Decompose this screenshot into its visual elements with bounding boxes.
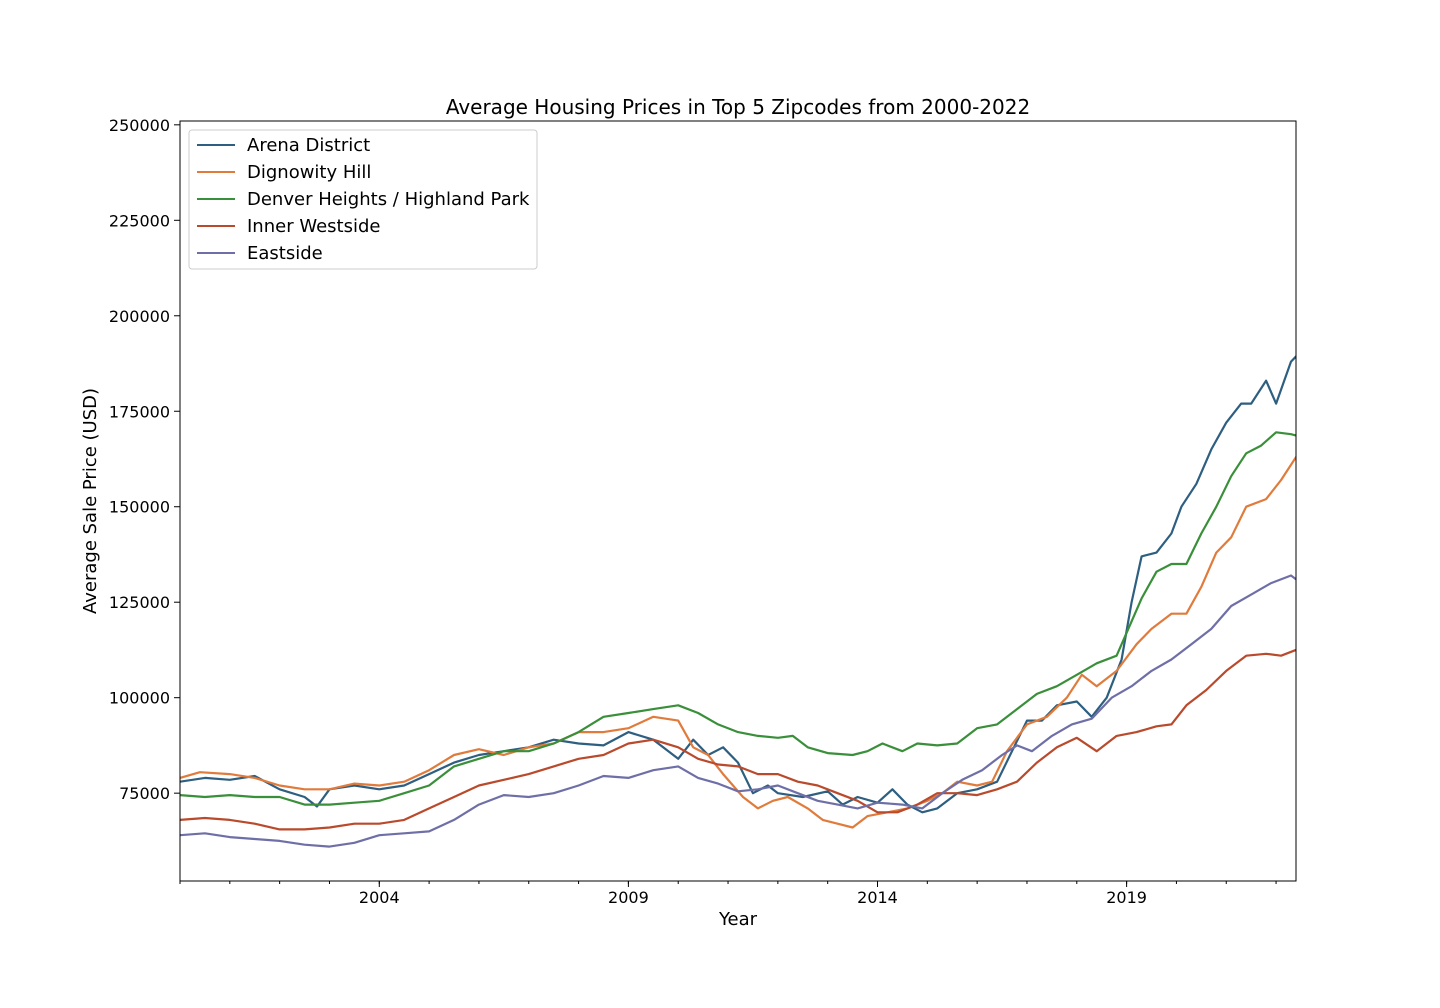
series-line-4 <box>180 574 1296 848</box>
x-axis-label: Year <box>718 909 758 930</box>
y-axis-label: Average Sale Price (USD) <box>80 388 101 614</box>
y-tick-label: 75000 <box>119 784 170 803</box>
plot-frame <box>179 120 1297 882</box>
legend-label: Denver Heights / Highland Park <box>247 189 530 210</box>
series-line-3 <box>180 648 1296 831</box>
legend-box <box>188 129 538 270</box>
y-tick-label: 100000 <box>109 689 170 708</box>
legend-label: Dignowity Hill <box>247 162 371 183</box>
x-tick-label: 2014 <box>857 888 898 907</box>
series-lines <box>180 354 1296 848</box>
legend-label: Arena District <box>247 135 370 156</box>
x-tick-label: 2004 <box>359 888 400 907</box>
y-tick-label: 200000 <box>109 307 170 326</box>
y-tick-label: 150000 <box>109 498 170 517</box>
x-tick-label: 2009 <box>608 888 649 907</box>
y-tick-label: 175000 <box>109 402 170 421</box>
y-tick-label: 225000 <box>109 211 170 230</box>
series-line-1 <box>180 455 1296 829</box>
y-tick-label: 250000 <box>109 116 170 135</box>
axes: 75000 100000 125000 150000 175000 200000 22500… <box>109 116 1277 907</box>
legend-label: Eastside <box>247 243 323 264</box>
legend: Arena District Dignowity Hill Denver Heigh… <box>188 129 538 270</box>
legend-label: Inner Westside <box>247 216 380 237</box>
series-line-0 <box>180 354 1296 814</box>
y-tick-label: 125000 <box>109 593 170 612</box>
chart-title: Average Housing Prices in Top 5 Zipcodes… <box>446 95 1030 119</box>
x-tick-label: 2019 <box>1106 888 1147 907</box>
series-line-2 <box>180 431 1296 806</box>
